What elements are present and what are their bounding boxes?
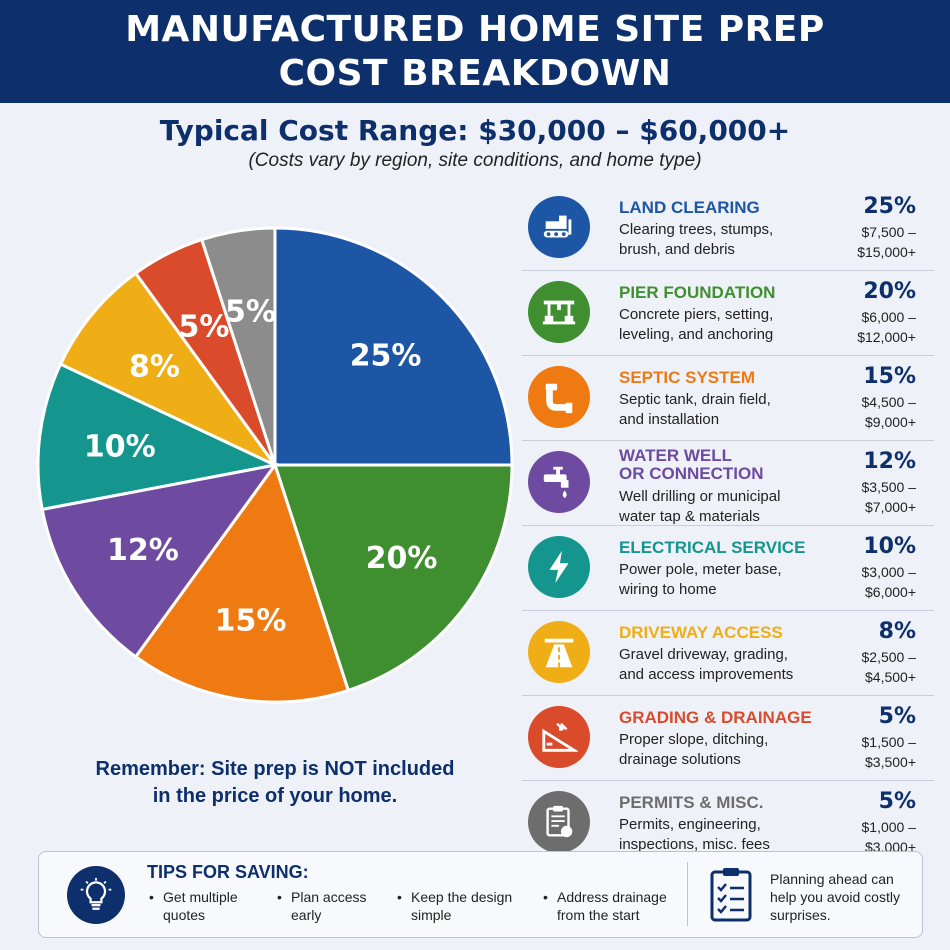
- category-title: LAND CLEARING: [619, 198, 760, 217]
- pie-slice: [36, 362, 280, 512]
- pie-slice-label: 20%: [366, 541, 438, 576]
- category-title: GRADING & DRAINAGE: [619, 708, 812, 727]
- category-grading-drainage: GRADING & DRAINAGE Proper slope, ditchin…: [522, 696, 934, 781]
- category-title: DRIVEWAY ACCESS: [619, 623, 783, 642]
- category-description: Septic tank, drain field, and installatio…: [619, 391, 771, 428]
- bulldozer-icon: [528, 196, 590, 258]
- cost-category-list: LAND CLEARING Clearing trees, stumps, bru…: [522, 186, 934, 865]
- remember-note: Remember: Site prep is NOT included in t…: [60, 756, 490, 810]
- tips-box: TIPS FOR SAVING: • Get multiple quotes • Pl…: [38, 851, 923, 938]
- pie-slice-label: 15%: [215, 603, 287, 638]
- category-description: Clearing trees, stumps, brush, and debris: [619, 221, 774, 258]
- category-description: Concrete piers, setting, leveling, and an…: [619, 306, 774, 343]
- divider: [687, 862, 688, 926]
- pie-slice-label: 10%: [84, 429, 156, 464]
- category-land-clearing: LAND CLEARING Clearing trees, stumps, bru…: [522, 186, 934, 271]
- pie-chart: 25% 20% 15% 12% 10% 8% 5%5%: [36, 226, 514, 704]
- page-title-line2: COST BREAKDOWN: [278, 53, 672, 94]
- road-icon: [528, 621, 590, 683]
- category-water-well: WATER WELL OR CONNECTION Well drilling or…: [522, 441, 934, 526]
- category-title: WATER WELL OR CONNECTION: [619, 446, 764, 483]
- lightbulb-icon: [67, 866, 125, 924]
- slope-icon: [528, 706, 590, 768]
- pipe-icon: [528, 366, 590, 428]
- category-title: PIER FOUNDATION: [619, 283, 776, 302]
- category-percent: 20%: [863, 279, 916, 304]
- pie-slice-label: 12%: [107, 533, 179, 568]
- category-description: Gravel driveway, grading, and access impr…: [619, 646, 794, 683]
- category-percent: 25%: [863, 194, 916, 219]
- category-cost-range: $1,500 – $3,500+: [861, 734, 917, 770]
- category-cost-range: $3,500 – $7,000+: [861, 479, 917, 515]
- category-pier-foundation: PIER FOUNDATION Concrete piers, setting,…: [522, 271, 934, 356]
- category-driveway-access: DRIVEWAY ACCESS Gravel driveway, grading…: [522, 611, 934, 696]
- pie-slice: [199, 226, 277, 466]
- pie-slice-label: 5%: [225, 295, 276, 330]
- category-title: SEPTIC SYSTEM: [619, 368, 756, 387]
- category-percent: 12%: [863, 449, 916, 474]
- category-septic-system: SEPTIC SYSTEM Septic tank, drain field, a…: [522, 356, 934, 441]
- category-cost-range: $6,000 – $12,000+: [857, 309, 916, 345]
- category-description: Power pole, meter base, wiring to home: [619, 561, 782, 598]
- pie-slice-label: 25%: [350, 338, 422, 373]
- pie-slice-label: 8%: [129, 349, 180, 384]
- pie-slice-label: 5%: [179, 310, 230, 345]
- tip-item: • Address drainage from the start: [543, 889, 667, 923]
- cost-range-subtitle: Typical Cost Range: $30,000 – $60,000+: [159, 114, 791, 147]
- remember-line1: Remember: Site prep is NOT included: [95, 758, 455, 780]
- page-title-line1: MANUFACTURED HOME SITE PREP: [125, 9, 825, 50]
- category-cost-range: $3,000 – $6,000+: [861, 564, 917, 600]
- header-banner: MANUFACTURED HOME SITE PREP COST BREAKDO…: [0, 0, 950, 103]
- category-percent: 8%: [878, 619, 916, 644]
- category-cost-range: $7,500 – $15,000+: [857, 224, 916, 260]
- category-cost-range: $2,500 – $4,500+: [861, 649, 917, 685]
- category-percent: 10%: [863, 534, 916, 559]
- pie-slice: [58, 271, 277, 467]
- category-title: ELECTRICAL SERVICE: [619, 538, 806, 557]
- category-description: Well drilling or municipal water tap & ma…: [619, 488, 781, 525]
- tips-title: TIPS FOR SAVING:: [147, 862, 309, 882]
- lightning-icon: [528, 536, 590, 598]
- category-permits-misc: PERMITS & MISC. Permits, engineering, ins…: [522, 781, 934, 865]
- pie-slice: [40, 462, 279, 659]
- tip-item: • Keep the design simple: [397, 889, 513, 923]
- category-description: Proper slope, ditching, drainage solution…: [619, 731, 769, 768]
- category-electrical-service: ELECTRICAL SERVICE Power pole, meter bas…: [522, 526, 934, 611]
- category-percent: 5%: [878, 789, 916, 814]
- foundation-icon: [528, 281, 590, 343]
- document-icon: [528, 791, 590, 853]
- checklist-icon: [707, 866, 755, 924]
- category-percent: 5%: [878, 704, 916, 729]
- pie-slice: [272, 463, 514, 693]
- pie-slice: [133, 461, 351, 704]
- category-title: PERMITS & MISC.: [619, 793, 764, 812]
- tip-item: • Get multiple quotes: [149, 889, 238, 923]
- category-percent: 15%: [863, 364, 916, 389]
- faucet-icon: [528, 451, 590, 513]
- cost-note: (Costs vary by region, site conditions, …: [248, 150, 702, 171]
- pie-slice: [273, 226, 514, 467]
- category-description: Permits, engineering, inspections, misc. …: [619, 816, 770, 853]
- remember-line2: in the price of your home.: [152, 785, 398, 807]
- category-cost-range: $4,500 – $9,000+: [861, 394, 917, 430]
- tip-item: • Plan access early: [277, 889, 367, 923]
- planning-note: Planning ahead can help you avoid costly s…: [770, 871, 900, 923]
